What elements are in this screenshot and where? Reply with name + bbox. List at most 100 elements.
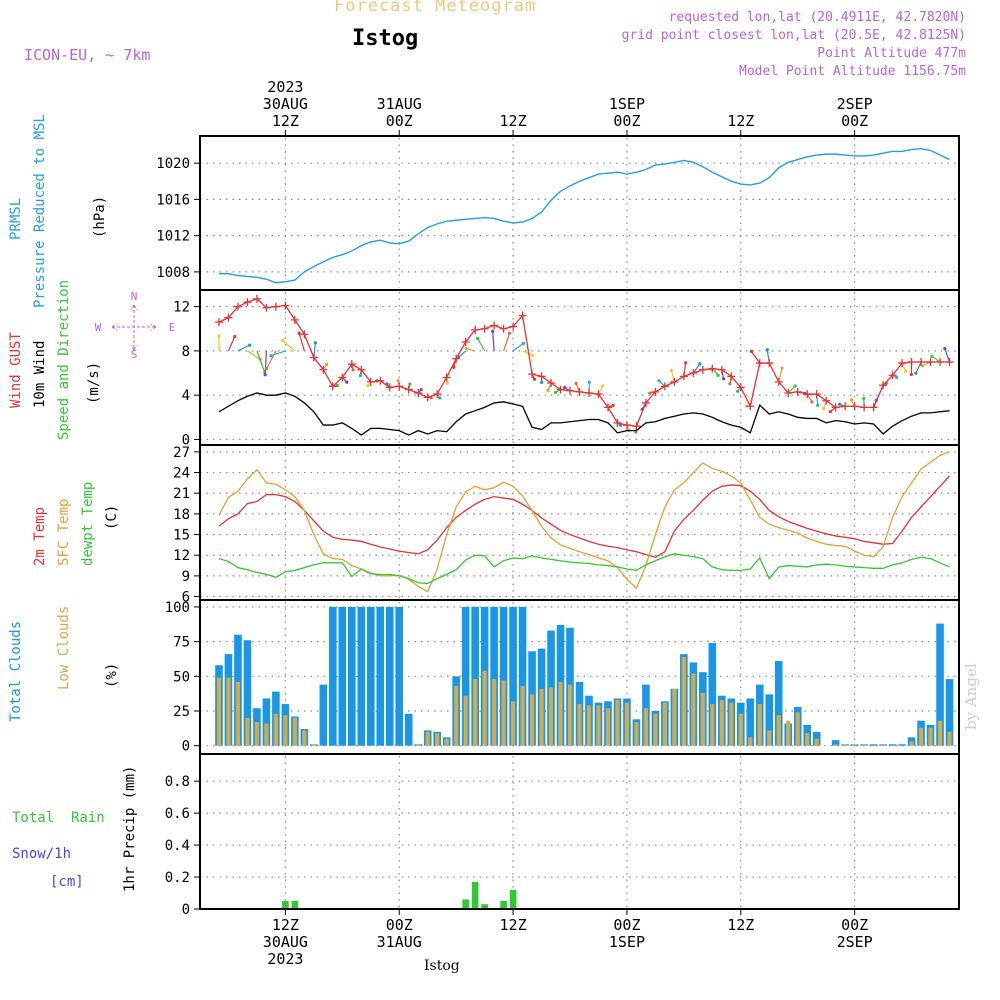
wind-gust-marker <box>869 403 878 412</box>
wind-direction-arrowhead <box>297 331 301 335</box>
rain-bar <box>500 901 507 909</box>
wind-gust-marker <box>793 387 802 396</box>
low-clouds-bar <box>520 686 525 746</box>
wind-direction-arrow <box>227 336 236 352</box>
low-clouds-bar <box>615 699 620 746</box>
low-clouds-bar <box>482 670 487 746</box>
requested-coordinates: requested lon,lat (20.4911E, 42.7820N) <box>668 10 966 25</box>
x-tick-label-bottom: 12Z <box>272 916 299 934</box>
y-tick-label: 0 <box>182 432 190 448</box>
total-clouds-bar <box>376 606 385 746</box>
wind-gust-marker <box>395 382 404 391</box>
low-clouds-bar <box>548 687 554 746</box>
wind-gust-marker <box>290 315 299 324</box>
wind-gust-marker <box>774 377 783 386</box>
wind-direction-arrowhead <box>325 362 329 366</box>
low-clouds-bar <box>511 701 516 746</box>
wind-gust-marker <box>499 324 508 333</box>
low-clouds-bar <box>643 708 648 746</box>
total-clouds-bar <box>708 643 717 746</box>
footer-location: Istog <box>424 958 460 974</box>
wind-direction-arrowhead <box>909 372 914 377</box>
y-tick-label: 1012 <box>156 229 190 245</box>
x-tick-label-bottom: 00Z <box>841 916 868 934</box>
total-clouds-bar <box>509 606 517 746</box>
wind-direction-arrowhead <box>634 430 638 434</box>
wind-direction-arrow <box>492 331 495 351</box>
wind-gust-marker <box>319 365 328 374</box>
wind-gust-marker <box>708 364 717 373</box>
wind-direction-arrowhead <box>269 354 273 358</box>
wind-gust-marker <box>347 360 356 369</box>
wind-gust-marker <box>584 388 593 397</box>
x-tick-label-top: 12Z <box>727 112 754 130</box>
y-tick-label: 27 <box>173 445 190 461</box>
total-clouds-bar <box>898 744 906 746</box>
chart-top-title: Forecast Meteogram <box>334 0 537 16</box>
total-clouds-bar <box>765 694 774 746</box>
wind-gust-marker <box>566 386 575 395</box>
wind-gust-marker <box>888 371 897 380</box>
total-clouds-bar <box>831 740 840 746</box>
wind-direction-arrowhead <box>366 383 370 388</box>
wind-direction-arrowhead <box>396 378 400 383</box>
wind-gust-marker <box>233 302 242 311</box>
total-clouds-bar <box>936 623 944 746</box>
wind-direction-arrow <box>750 351 761 364</box>
rain-label: Total Rain <box>12 810 105 826</box>
wind-direction-arrowhead <box>464 346 468 351</box>
x-tick-label-top: 12Z <box>500 112 527 130</box>
wind-gust-marker <box>936 357 945 366</box>
wind-direction-arrowhead <box>521 341 525 345</box>
wind-gust-marker <box>575 387 584 396</box>
wind-direction-arrowhead <box>822 407 826 411</box>
x-tick-label-top: 30AUG <box>263 95 308 113</box>
wind-gust-marker <box>812 390 821 399</box>
wind-gust-marker <box>717 365 726 374</box>
low-clouds-bar <box>283 715 288 746</box>
wind-direction-arrowhead <box>540 380 544 384</box>
rain-bar <box>291 901 299 909</box>
wind-gust-marker <box>603 403 612 412</box>
low-clouds-bar <box>805 733 810 746</box>
low-clouds-bar <box>786 720 791 746</box>
wind-gust-marker <box>262 303 271 312</box>
x-tick-label-bottom: 31AUG <box>377 933 422 951</box>
wind-direction-arrow <box>282 340 296 352</box>
wind-gust-marker <box>670 377 679 386</box>
model-label: ICON-EU, ~ 7km <box>24 46 151 64</box>
y-tick-label: 6 <box>182 590 190 606</box>
wind-gust-marker <box>879 381 888 390</box>
wind-direction-arrowhead <box>657 379 661 383</box>
wind-gust-marker <box>727 372 736 381</box>
wind-direction-arrowhead <box>574 381 578 386</box>
low-clouds-bar <box>634 722 639 746</box>
wind-direction-arrowhead <box>491 329 495 333</box>
y-tick-label: 15 <box>173 528 190 544</box>
wind-direction-arrowhead <box>716 373 720 377</box>
panel-frame <box>199 444 960 601</box>
wind-gust-marker <box>271 302 280 311</box>
wind-direction-arrow <box>692 363 701 374</box>
total-clouds-bar <box>746 698 755 746</box>
low-clouds-bar <box>302 730 307 746</box>
low-clouds-bar <box>558 681 563 746</box>
wind-gust-marker <box>641 398 650 407</box>
point-altitude: Point Altitude 477m <box>817 46 966 61</box>
x-tick-label-top: 00Z <box>841 112 868 130</box>
wind-direction-arrowhead <box>611 403 615 407</box>
rain-bar <box>481 904 488 909</box>
y-tick-label: 75 <box>173 635 190 651</box>
wind-gust-marker <box>338 373 347 382</box>
wind-direction-arrowhead <box>507 331 512 335</box>
wind-direction-arrow <box>237 344 250 352</box>
wind-gust-marker <box>281 301 290 310</box>
wind-gust-marker <box>300 330 309 339</box>
total-clouds-bar <box>395 606 404 746</box>
model-point-altitude: Model Point Altitude 1156.75m <box>739 64 966 79</box>
low-clouds-bar <box>776 715 781 746</box>
wind-direction-arrowhead <box>914 371 918 375</box>
wind-gust-line <box>218 298 950 427</box>
low-clouds-bar <box>444 738 449 746</box>
y-tick-label: 24 <box>173 466 190 482</box>
